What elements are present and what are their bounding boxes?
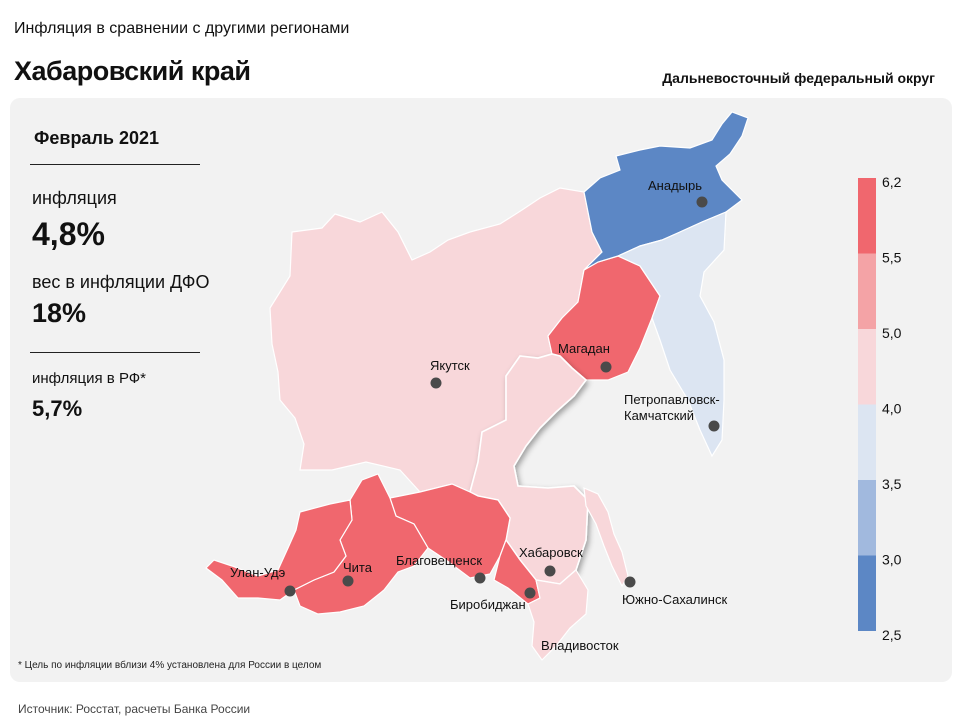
rf-inflation-value: 5,7%	[32, 396, 83, 421]
legend-swatch	[858, 178, 876, 254]
inflation-value: 4,8%	[32, 216, 105, 252]
city-marker-sakh	[624, 576, 636, 588]
city-label-birob: Биробиджан	[450, 597, 526, 612]
divider-top	[30, 164, 200, 165]
weight-label: вес в инфляции ДФО	[32, 272, 210, 292]
city-label-blag: Благовещенск	[396, 553, 482, 568]
rf-inflation-label: инфляция в РФ*	[32, 370, 147, 387]
legend-tick-label: 6,2	[882, 174, 902, 190]
city-label-khab: Хабаровск	[519, 545, 583, 560]
source-note: Источник: Росстат, расчеты Банка России	[18, 702, 251, 716]
legend-swatch	[858, 329, 876, 405]
city-label-petro1: Петропавловск-	[624, 392, 720, 407]
region-chukotka	[583, 111, 749, 271]
city-marker-ulanude	[284, 585, 296, 597]
city-markers: Анадырь Магадан Якутск Петропавловск-Камчат…	[230, 178, 727, 653]
city-marker-anadyr	[696, 196, 708, 208]
city-marker-chita	[342, 575, 354, 587]
legend-tick-label: 5,5	[882, 250, 902, 266]
page-subtitle: Инфляция в сравнении с другими регионами	[14, 20, 350, 37]
weight-value: 18%	[32, 298, 87, 328]
city-label-vlad: Владивосток	[541, 638, 619, 653]
footnote: * Цель по инфляции вблизи 4% установлена…	[18, 660, 322, 671]
legend-swatch	[858, 253, 876, 329]
city-marker-birob	[524, 587, 536, 599]
city-marker-blag	[474, 572, 486, 584]
city-label-yakutsk: Якутск	[430, 358, 470, 373]
region-primorye	[527, 569, 589, 661]
legend-swatch	[858, 555, 876, 631]
region-kamchatka	[616, 211, 727, 458]
city-label-anadyr: Анадырь	[648, 178, 702, 193]
city-marker-petro2	[708, 420, 720, 432]
region-sakhalin	[583, 487, 629, 588]
legend-tick-label: 3,0	[882, 552, 902, 568]
divider-bottom	[30, 352, 200, 353]
page-title: Хабаровский край	[14, 56, 251, 86]
city-label-ulanude: Улан-Удэ	[230, 565, 286, 580]
city-label-petro2: Камчатский	[624, 408, 694, 423]
legend-swatch	[858, 480, 876, 556]
city-marker-khab	[544, 565, 556, 577]
city-label-chita: Чита	[343, 560, 373, 575]
legend-tick-label: 3,5	[882, 476, 902, 492]
period-label: Февраль 2021	[34, 128, 159, 148]
city-label-magadan: Магадан	[558, 341, 610, 356]
city-marker-magadan	[600, 361, 612, 373]
inflation-label: инфляция	[32, 188, 117, 208]
legend-tick-label: 4,0	[882, 401, 902, 417]
region-buryatia	[205, 499, 353, 601]
legend-swatch	[858, 404, 876, 480]
city-marker-yakutsk	[430, 377, 442, 389]
legend-tick-label: 5,0	[882, 325, 902, 341]
color-legend: 6,2 5,5 5,0 4,0 3,5 3,0 2,5	[858, 174, 902, 643]
city-label-sakh: Южно-Сахалинск	[622, 592, 727, 607]
legend-tick-label: 2,5	[882, 627, 902, 643]
district-label: Дальневосточный федеральный округ	[662, 70, 935, 86]
